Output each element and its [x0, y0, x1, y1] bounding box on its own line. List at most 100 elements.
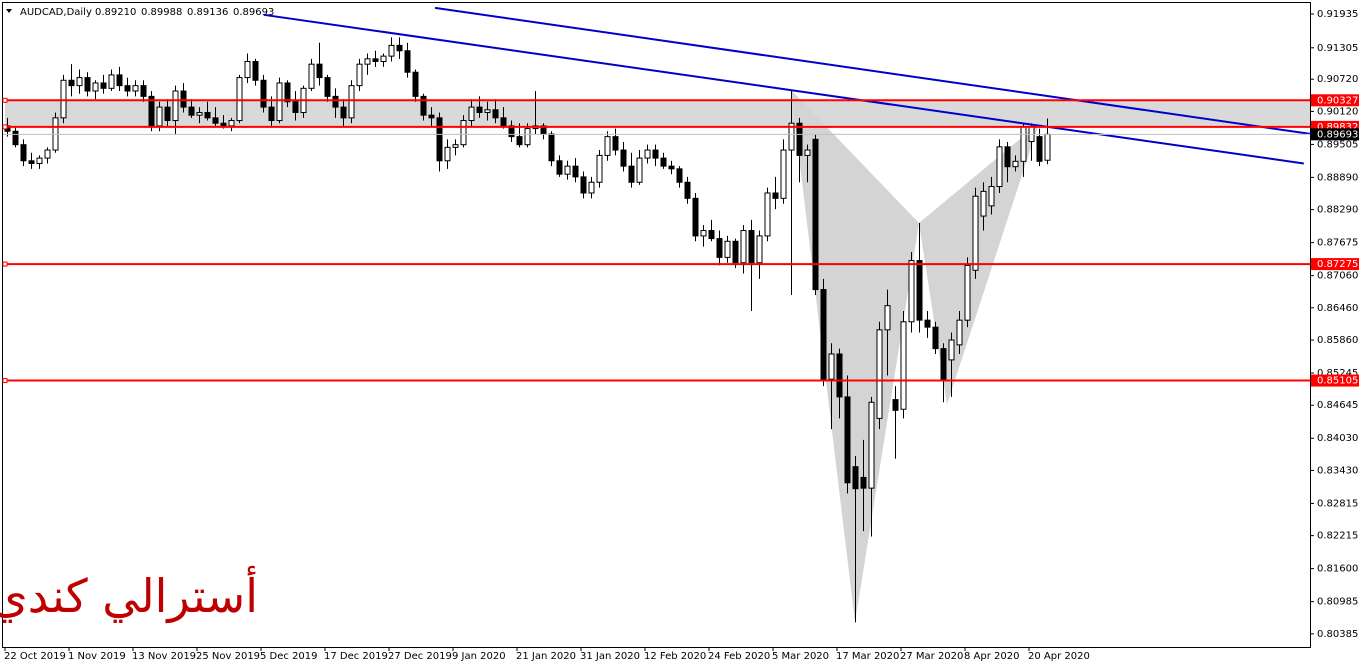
candle-body	[628, 165, 635, 183]
x-tick-label: 5 Mar 2020	[772, 651, 829, 662]
candle-body	[308, 63, 315, 89]
pattern-xab	[791, 89, 919, 623]
x-tick-label: 9 Jan 2020	[452, 651, 506, 662]
x-tick-label: 13 Nov 2019	[132, 651, 196, 662]
y-tick-label: 0.88290	[1317, 205, 1358, 216]
candle-body	[380, 55, 387, 62]
candle-body	[676, 168, 683, 183]
candle-body	[868, 401, 875, 489]
candle-body	[668, 165, 675, 170]
x-tick-label: 12 Feb 2020	[644, 651, 706, 662]
candle-body	[604, 136, 611, 156]
candle-body	[636, 157, 643, 183]
candle-body	[332, 95, 339, 108]
x-tick-label: 22 Oct 2019	[4, 651, 66, 662]
candle-body	[260, 79, 267, 108]
candle-body	[220, 122, 227, 127]
level-anchor	[2, 261, 8, 267]
level-label: 0.85105	[1317, 376, 1358, 387]
candle-body	[892, 399, 899, 411]
candle-body	[12, 130, 19, 146]
candle-body	[316, 63, 323, 79]
candle-body	[492, 109, 499, 119]
candle-body	[756, 235, 763, 264]
level-label-box	[1311, 258, 1359, 271]
candle-body	[108, 74, 115, 89]
y-tick-label: 0.80985	[1317, 597, 1358, 608]
candle-body	[188, 106, 195, 116]
candle-body	[124, 85, 131, 92]
candle-body	[284, 82, 291, 103]
candle-body	[948, 339, 955, 361]
x-tick-label: 27 Dec 2019	[388, 651, 452, 662]
header-value: 0.89210	[95, 7, 136, 18]
candle-body	[972, 195, 979, 271]
candle-body	[84, 77, 91, 92]
candle-body	[780, 149, 787, 199]
candle-body	[100, 82, 107, 89]
y-tick-label: 0.85245	[1317, 368, 1358, 379]
candle-body	[940, 348, 947, 380]
x-tick-label: 25 Nov 2019	[196, 651, 260, 662]
candle-body	[748, 230, 755, 264]
candle-body	[908, 260, 915, 323]
header-value: 0.89693	[233, 7, 274, 18]
candle-body	[692, 197, 699, 237]
candle-body	[660, 157, 667, 167]
candle-body	[428, 114, 435, 119]
candle-body	[524, 128, 531, 146]
candle-body	[548, 133, 555, 162]
x-tick-label: 20 Apr 2020	[1028, 651, 1090, 662]
candle-body	[876, 329, 883, 419]
level-label-box	[1311, 374, 1359, 387]
candle-body	[828, 353, 835, 380]
trendline	[263, 13, 1304, 165]
candle-body	[76, 77, 83, 87]
candle-body	[364, 58, 371, 65]
candle-body	[156, 106, 163, 127]
y-tick-label: 0.83430	[1317, 465, 1358, 476]
candle-body	[740, 230, 747, 264]
x-tick-label: 24 Feb 2020	[708, 651, 770, 662]
watermark: أسترالي كندي	[0, 566, 258, 624]
candle-body	[500, 117, 507, 127]
plot-frame	[2, 2, 1311, 648]
candle-body	[1004, 146, 1011, 168]
candle-body	[956, 319, 963, 346]
level-anchor	[2, 97, 8, 103]
candle-body	[732, 240, 739, 264]
y-tick-label: 0.89505	[1317, 139, 1358, 150]
candle-body	[396, 44, 403, 52]
candle-body	[980, 190, 987, 217]
candle-body	[252, 60, 259, 81]
candle-body	[1020, 126, 1027, 162]
candle-body	[924, 319, 931, 328]
candle-body	[20, 144, 27, 162]
candle-body	[916, 260, 923, 321]
candle-body	[348, 85, 355, 119]
x-tick-label: 17 Dec 2019	[324, 651, 388, 662]
x-tick-label: 17 Mar 2020	[836, 651, 899, 662]
level-anchor	[2, 124, 8, 130]
y-tick-label: 0.87060	[1317, 271, 1358, 282]
menu-icon	[6, 9, 12, 13]
candle-body	[140, 85, 147, 97]
candle-body	[460, 120, 467, 146]
y-tick-label: 0.84030	[1317, 433, 1358, 444]
candle-body	[708, 230, 715, 240]
candle-body	[180, 90, 187, 108]
candle-body	[404, 50, 411, 73]
y-tick-label: 0.81600	[1317, 564, 1358, 575]
candle-body	[516, 136, 523, 146]
candle-body	[932, 326, 939, 350]
y-tick-label: 0.87675	[1317, 238, 1358, 249]
candle-body	[700, 230, 707, 237]
candle-body	[444, 146, 451, 162]
candle-body	[788, 122, 795, 151]
candle-body	[28, 160, 35, 164]
candle-body	[612, 136, 619, 151]
y-tick-label: 0.80385	[1317, 629, 1358, 640]
candle-body	[580, 176, 587, 194]
x-tick-label: 8 Apr 2020	[964, 651, 1019, 662]
candle-body	[172, 90, 179, 122]
